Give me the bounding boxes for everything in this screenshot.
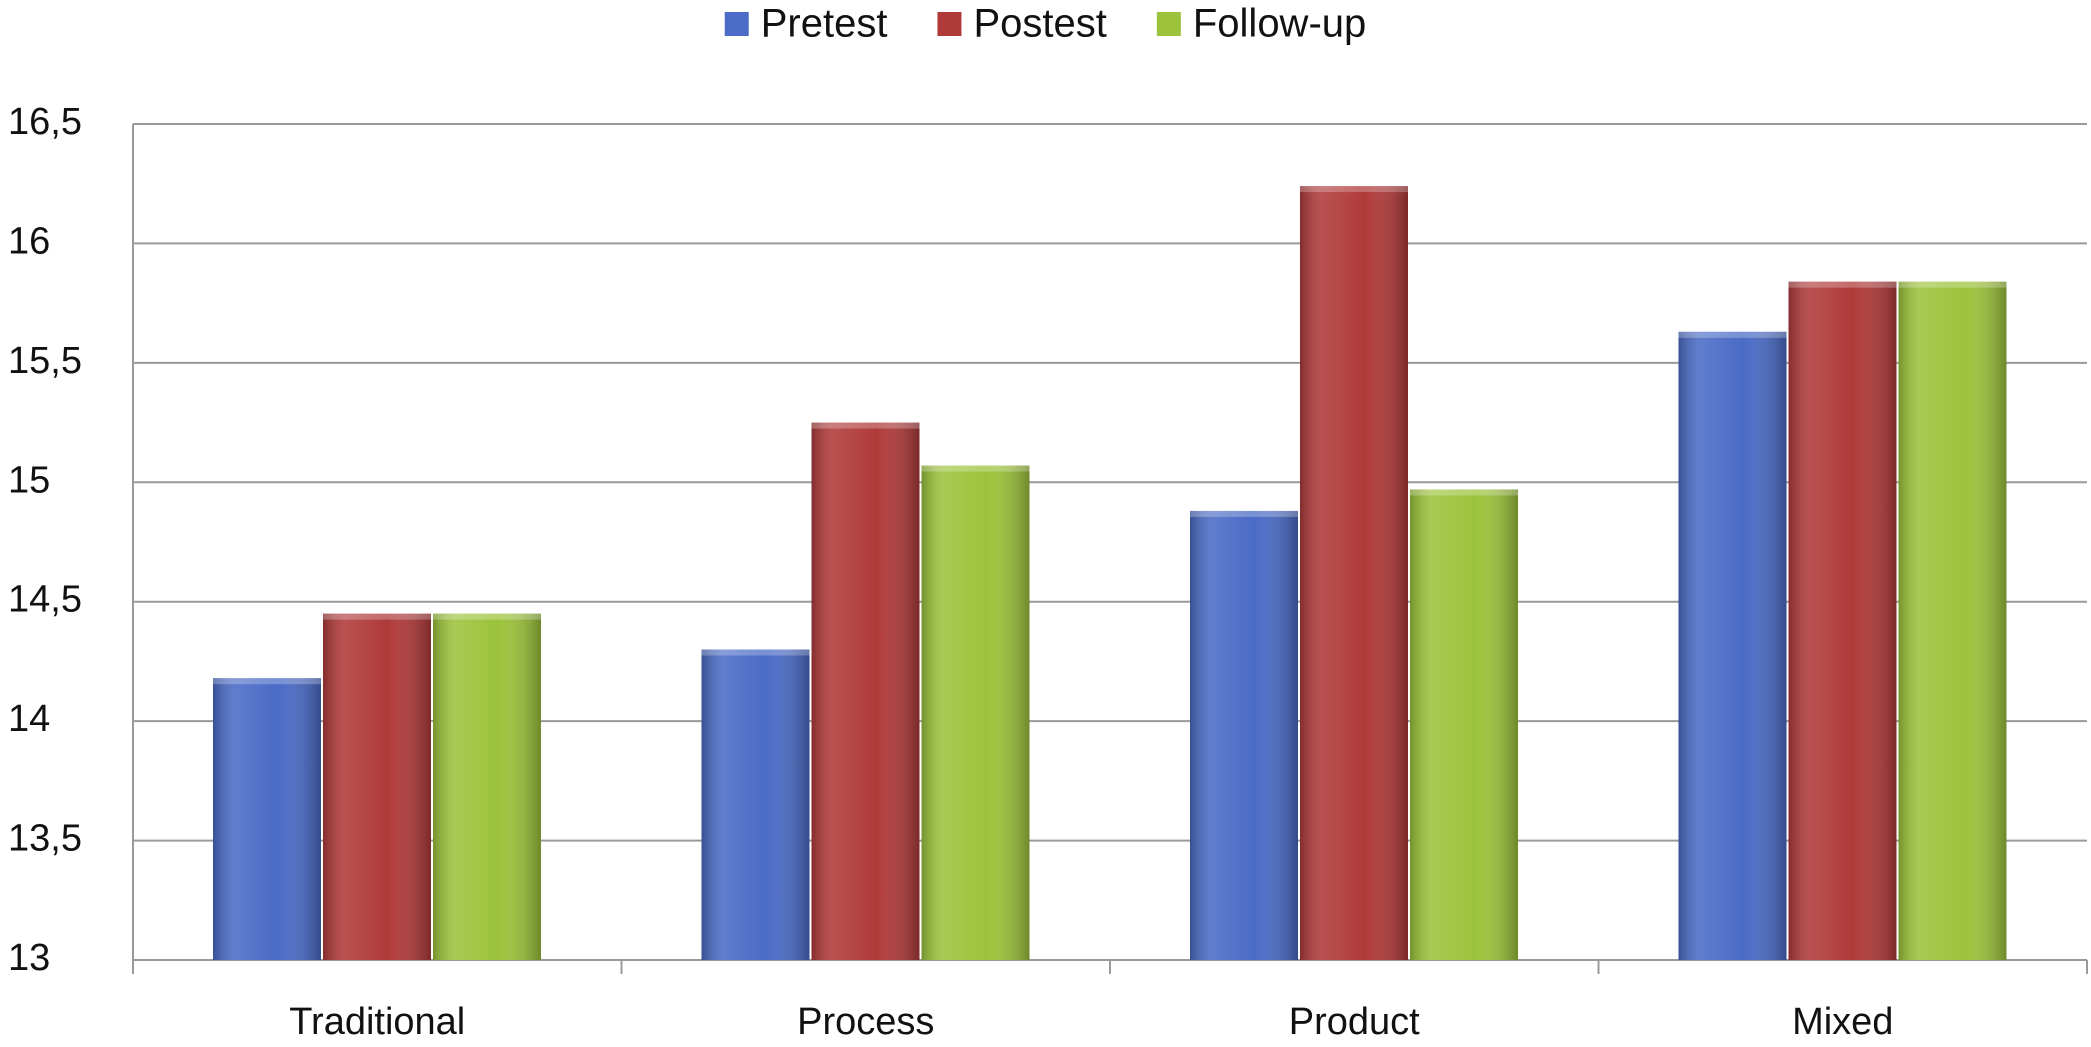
bar-cap <box>213 678 321 685</box>
bar-cap <box>1678 331 1787 338</box>
legend-label: Follow-up <box>1193 2 1366 46</box>
y-tick-label: 13 <box>8 937 50 979</box>
bar-cap <box>921 465 1030 472</box>
legend-label: Postest <box>973 2 1106 46</box>
bar-cap <box>1410 489 1518 496</box>
bar-shade <box>1410 489 1518 960</box>
bar-shade <box>1300 186 1408 961</box>
y-tick-label: 14 <box>8 698 50 740</box>
bar-cap <box>1788 281 1897 288</box>
bar-shade <box>701 649 810 960</box>
y-tick-label: 15 <box>8 459 50 501</box>
bar-cap <box>1898 281 2007 288</box>
y-tick-label: 16,5 <box>8 101 82 143</box>
bar-shade <box>811 422 920 961</box>
legend-swatch <box>937 12 962 36</box>
bar-cap <box>1300 186 1408 193</box>
bar-shade <box>1190 510 1298 960</box>
y-tick-label: 15,5 <box>8 340 82 382</box>
y-tick-label: 16 <box>8 220 50 262</box>
x-tick-label: Process <box>797 1001 934 1043</box>
bar-shade <box>1678 331 1787 960</box>
bar-cap <box>1190 510 1298 517</box>
legend-swatch <box>1156 12 1181 36</box>
bar-shade <box>1788 281 1897 960</box>
x-tick-label: Traditional <box>289 1001 465 1043</box>
bar-shade <box>433 613 541 960</box>
bar-cap <box>323 613 431 620</box>
y-tick-label: 13,5 <box>8 818 82 860</box>
bar-cap <box>811 422 920 429</box>
bar-shade <box>1898 281 2007 960</box>
bar-cap <box>701 649 810 656</box>
legend-label: Pretest <box>761 2 888 46</box>
bar-shade <box>323 613 431 960</box>
x-tick-label: Mixed <box>1792 1001 1893 1043</box>
bar-shade <box>213 678 321 960</box>
y-tick-label: 14,5 <box>8 579 82 621</box>
bar-shade <box>921 465 1030 960</box>
x-tick-label: Product <box>1289 1001 1420 1043</box>
legend-swatch <box>724 12 749 36</box>
bar-cap <box>433 613 541 620</box>
